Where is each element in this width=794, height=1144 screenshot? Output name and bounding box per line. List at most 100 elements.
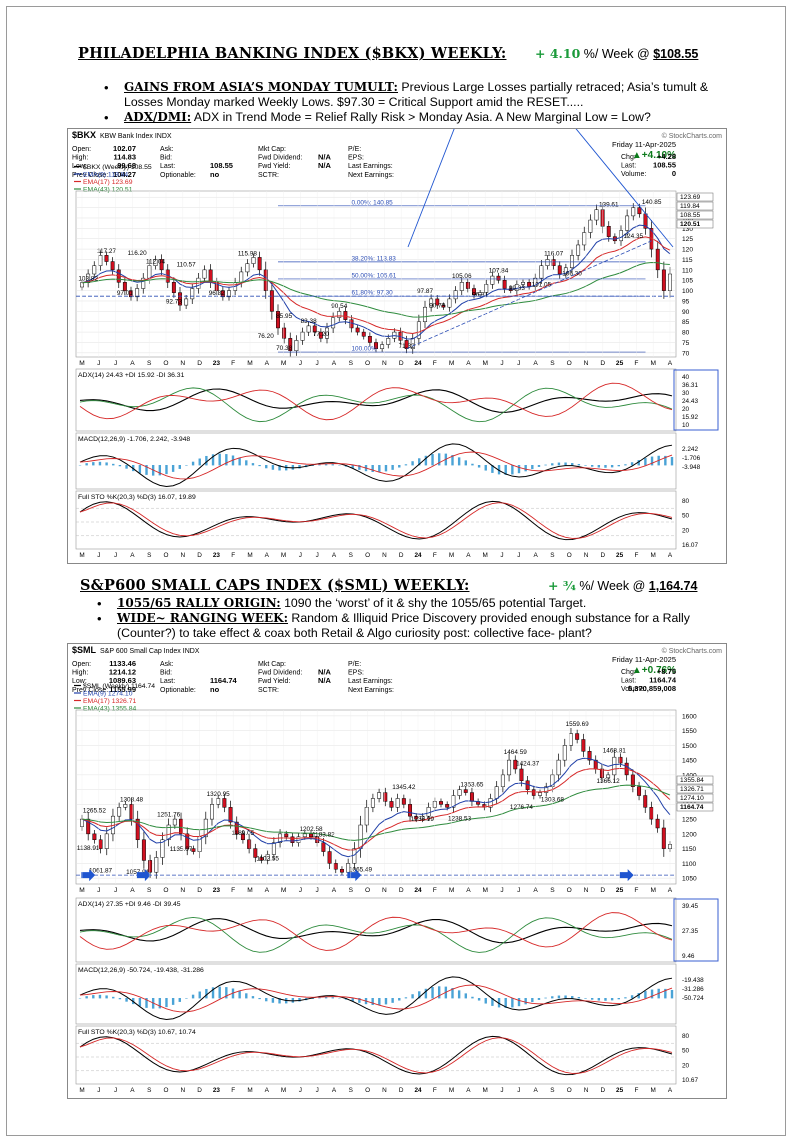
macd-histogram-bar: [92, 462, 95, 466]
price-annotation: 90.54: [331, 303, 347, 310]
x-tick-label: O: [365, 360, 370, 367]
candle-body: [478, 292, 483, 296]
sto-panel-frame: [75, 1025, 677, 1085]
candle-body: [185, 833, 190, 849]
price-annotation: 1202.58: [299, 826, 323, 833]
macd-histogram-bar: [238, 990, 241, 999]
x-tick-label: A: [265, 552, 270, 559]
info-key: Mkt Cap:: [258, 661, 286, 668]
macd-histogram-bar: [165, 998, 168, 1008]
macd-histogram-bar: [504, 465, 507, 475]
x-tick-label: S: [349, 1087, 353, 1094]
x-tick-label: D: [399, 360, 404, 367]
info-key: Last:: [160, 678, 175, 685]
right-label-box: [676, 219, 714, 229]
macd-histogram-bar: [571, 996, 574, 999]
macd-histogram-bar: [624, 997, 627, 999]
adx-right-label: 24.43: [682, 398, 698, 405]
candle-body: [459, 282, 464, 291]
macd-histogram-bar: [324, 997, 328, 999]
candle-body: [104, 255, 109, 262]
candle-body: [494, 786, 499, 799]
macd-histogram-bar: [584, 998, 587, 999]
candle-body: [655, 818, 660, 829]
sto-right-label: 80: [682, 1033, 690, 1040]
section2-bullet-2: WIDE~ RANGING WEEK: Random & Illiquid Pr…: [93, 611, 723, 641]
macd-histogram-bar: [451, 988, 454, 999]
legend-entry: EMA(43) 1355.84: [83, 706, 136, 713]
x-tick-label: M: [483, 552, 488, 559]
price-annotation: 97.01: [117, 290, 133, 297]
macd-histogram-bar: [637, 460, 640, 466]
info-key: P/E:: [348, 661, 361, 668]
candle-body: [655, 248, 660, 271]
section2-week-text: %/ Week @: [575, 579, 649, 593]
candle-body: [581, 739, 586, 752]
macd-histogram-bar: [98, 994, 102, 999]
x-tick-label: M: [281, 360, 287, 367]
chart-source: © StockCharts.com: [662, 647, 723, 655]
macd-histogram-bar: [637, 993, 640, 999]
info-value: 104.27: [113, 170, 136, 179]
candle-body: [527, 282, 532, 287]
candle-body: [594, 209, 599, 221]
price-annotation: 105.06: [452, 273, 472, 280]
macd-histogram-bar: [331, 997, 334, 999]
macd-histogram-bar: [497, 998, 501, 1008]
candle-body: [408, 804, 413, 817]
macd-histogram-bar: [650, 456, 654, 466]
macd-histogram-bar: [411, 994, 414, 999]
price-annotation: 1468.81: [603, 748, 627, 755]
info-value: 102.07: [113, 144, 136, 153]
price-annotation: 110.57: [177, 262, 197, 269]
macd-histogram-bar: [291, 465, 295, 470]
y-tick-label: 1500: [682, 743, 697, 750]
candle-body: [110, 261, 115, 271]
section2-bullets: 1055/65 RALLY ORIGIN: 1090 the ‘worst’ o…: [93, 596, 723, 641]
info-key: Last:: [160, 163, 175, 170]
candle-body: [166, 824, 171, 841]
x-tick-label: M: [281, 887, 287, 894]
price-annotation: 1276.74: [510, 804, 534, 811]
candle-body: [521, 282, 525, 285]
candle-body: [469, 792, 474, 802]
macd-histogram-bar: [205, 988, 208, 999]
macd-histogram-bar: [537, 465, 541, 467]
candle-body: [339, 869, 344, 873]
legend-entry: EMA(9) 1274.10: [83, 691, 133, 698]
highlight-box: [673, 369, 719, 431]
info-key: Last Earnings:: [348, 678, 393, 685]
bullet-text: ADX in Trend Mode = Relief Rally Risk > …: [191, 110, 651, 124]
x-tick-label: N: [382, 887, 387, 894]
sto-k-line: [79, 1035, 673, 1076]
x-tick-label: J: [299, 360, 302, 367]
adx-right-label: 27.35: [682, 928, 698, 935]
bullet-text: Random & Illiquid Price Discovery provid…: [117, 611, 690, 640]
y-tick-label: 95: [682, 298, 690, 305]
x-tick-label: A: [130, 887, 135, 894]
x-tick-label: 23: [213, 1087, 221, 1094]
macd-histogram-bar: [624, 464, 627, 466]
x-tick-label: A: [265, 360, 270, 367]
x-tick-label: J: [316, 1087, 319, 1094]
y-tick-label: 110: [682, 267, 693, 274]
macd-histogram-bar: [351, 998, 354, 1002]
candle-body: [343, 311, 348, 320]
info-key: Mkt Cap:: [258, 146, 286, 153]
x-tick-label: A: [533, 552, 538, 559]
macd-histogram-bar: [225, 454, 228, 466]
fib-label: 61.80%: 97.30: [352, 290, 394, 297]
x-tick-label: 25: [616, 360, 624, 367]
candle-body: [588, 219, 593, 233]
macd-histogram-bar: [564, 995, 567, 999]
right-label-box: [676, 201, 714, 211]
right-value-label: 119.84: [680, 203, 700, 210]
candle-body: [355, 327, 360, 333]
x-tick-label: D: [399, 552, 404, 559]
section1-rate: + 4.10 %/ Week @ $108.55: [535, 46, 698, 61]
x-tick-label: J: [517, 1087, 520, 1094]
x-tick-label: M: [79, 552, 84, 559]
y-tick-label: 1250: [682, 817, 697, 824]
y-tick-label: 75: [682, 340, 690, 347]
candle-body: [222, 798, 227, 808]
